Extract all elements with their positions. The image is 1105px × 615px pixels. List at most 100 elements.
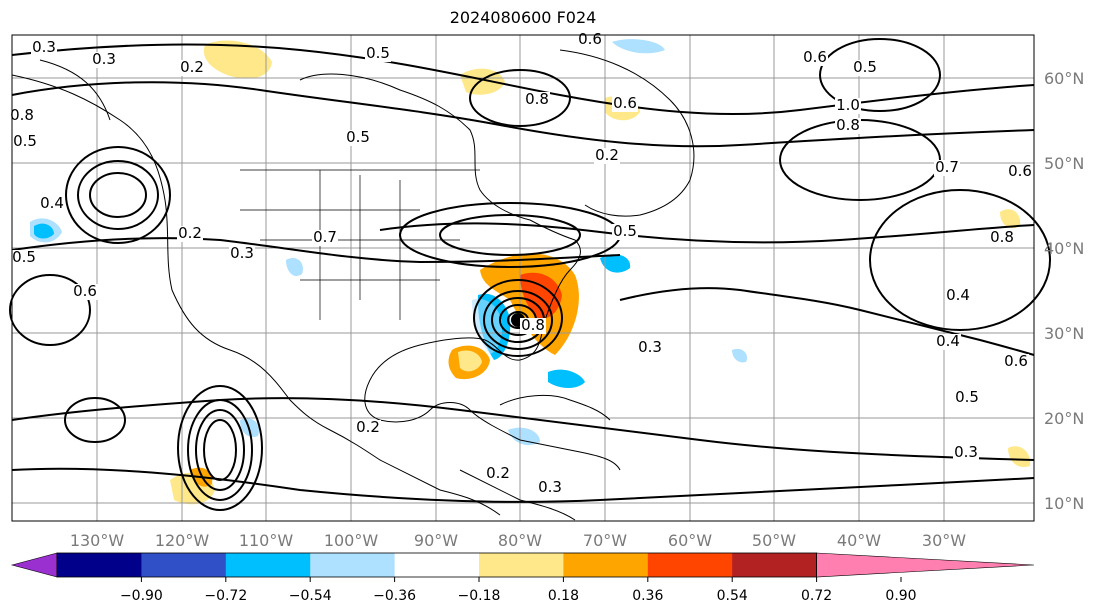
contour-label: 0.4 [936, 332, 960, 350]
contour-label: 0.7 [313, 228, 337, 246]
greenland-negative-patch [612, 39, 665, 54]
contour-label-bg [594, 148, 620, 164]
labrador-coastline [559, 49, 695, 217]
contour-ring [89, 172, 147, 218]
colorbar-segment [647, 553, 733, 577]
map-title: 2024080600 F024 [449, 8, 597, 27]
contour-label: 0.5 [12, 248, 36, 266]
contour-ring [64, 397, 126, 443]
contour-labels: 0.3 0.3 0.5 0.2 0.6 0.6 0.5 0.8 0.6 0.5 1.0 0.8 0.2 0… [9, 30, 1033, 496]
contour-ring [65, 146, 171, 244]
contour-ring [473, 279, 563, 357]
colorbar-tick-label: 0.54 [717, 588, 748, 604]
colorbar-segment [141, 553, 227, 577]
colorbar-extend-low [10, 552, 58, 578]
contour-label: 0.6 [803, 48, 827, 66]
contour-ring [819, 38, 941, 112]
latitude-label: 60°N [1044, 69, 1084, 88]
bahamas-negative-patch [548, 369, 585, 388]
contour-line [11, 43, 1035, 115]
contour-label-bg [577, 32, 603, 48]
colorbar-tick-label: 0.36 [632, 588, 663, 604]
contour-label: 0.2 [486, 464, 510, 482]
contour-label: 0.3 [32, 38, 56, 56]
contour-label: 0.5 [613, 222, 637, 240]
colorbar-tick-label: 0.18 [548, 588, 579, 604]
contour-label-bg [935, 334, 961, 350]
colorbar-segment [732, 553, 818, 577]
caribbean-coastline [519, 439, 621, 471]
contour-label: 0.5 [853, 58, 877, 76]
colorbar-outline [56, 552, 817, 578]
contour-label: 0.3 [538, 478, 562, 496]
contour-label-bg [524, 92, 550, 108]
contour-label: 0.3 [92, 50, 116, 68]
contour-label-bg [802, 50, 828, 66]
contour-ring [177, 385, 263, 511]
colorbar-extend-high [816, 552, 1035, 578]
shaded-anomalies [30, 39, 1031, 505]
contour-ring [439, 214, 581, 256]
colorbar-tick-label: −0.90 [120, 588, 163, 604]
contour-label: 0.3 [954, 443, 978, 461]
contour-label: 0.2 [180, 58, 204, 76]
contour-label-bg [11, 250, 37, 266]
contour-label-bg [229, 246, 255, 262]
contour-label-bg [179, 60, 205, 76]
longitude-label: 70°W [583, 531, 627, 550]
south-america-coastline [459, 469, 576, 521]
colorbar-segment [310, 553, 396, 577]
contour-label-bg [312, 230, 338, 246]
contour-label-bg [365, 46, 391, 62]
longitude-label: 120°W [155, 531, 210, 550]
colorbar-tick-label: 0.72 [801, 588, 832, 604]
contour-label-bg [637, 340, 663, 356]
contour-label: 0.2 [356, 418, 380, 436]
atlantic-negative-patch [600, 254, 631, 273]
contour-label: 0.5 [346, 128, 370, 146]
contour-label-bg [1003, 354, 1029, 370]
contour-label: 0.5 [13, 132, 37, 150]
contour-label: 0.3 [230, 244, 254, 262]
longitude-label: 90°W [414, 531, 458, 550]
colorbar-tick-labels: −0.90 −0.72 −0.54 −0.36 −0.18 0.18 0.36 0.54 0.7… [120, 577, 917, 604]
contour-ring [483, 290, 553, 350]
contour-label-bg [355, 420, 381, 436]
contour-label-bg [31, 40, 57, 56]
contour-label: 1.0 [836, 96, 860, 114]
contour-ring [77, 160, 159, 230]
contour-label-bg [345, 130, 371, 146]
contour-line [11, 397, 1035, 461]
contour-label-bg [954, 390, 980, 406]
canada-positive-patch [460, 68, 505, 95]
contour-label: 0.7 [935, 158, 959, 176]
colorbar-tick-label: −0.54 [289, 588, 332, 604]
contour-label-bg [537, 480, 563, 496]
contour-ring [469, 69, 571, 127]
longitude-label: 40°W [837, 531, 881, 550]
contour-label-bg [612, 96, 638, 112]
latitude-labels: 60°N 50°N 40°N 30°N 20°N 10°N [1044, 69, 1084, 513]
longitude-label: 100°W [324, 531, 379, 550]
contour-label-bg [989, 230, 1015, 246]
contour-line [379, 222, 1035, 244]
longitude-label: 50°W [752, 531, 796, 550]
contour-label: 0.2 [595, 146, 619, 164]
longitude-label: 30°W [922, 531, 966, 550]
longitude-label: 110°W [239, 531, 294, 550]
contours [9, 38, 1051, 511]
colorbar-segment [225, 553, 311, 577]
contour-label: 0.8 [521, 316, 545, 334]
cuba-coastline [499, 395, 611, 421]
colorbar-tick-label: 0.90 [885, 588, 916, 604]
caribbean-negative-patch [508, 427, 540, 446]
contour-line [619, 287, 1035, 356]
map-frame [11, 34, 1035, 522]
contour-label-bg [1007, 164, 1033, 180]
contour-label: 0.6 [1004, 352, 1028, 370]
contour-label: 0.4 [946, 286, 970, 304]
latitude-label: 20°N [1044, 409, 1084, 428]
contour-label-bg [520, 318, 546, 334]
colorbar-segment [394, 553, 480, 577]
contour-ring [9, 274, 91, 346]
